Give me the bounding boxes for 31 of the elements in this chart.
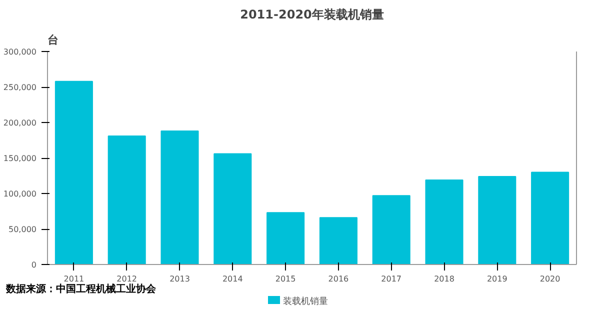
bar	[531, 172, 570, 264]
bar	[108, 135, 146, 264]
bar	[214, 153, 252, 264]
y-tick-label: 100,000	[3, 190, 37, 198]
y-axis-title: 台	[48, 34, 58, 46]
bar	[266, 212, 305, 264]
x-tick-label: 2017	[381, 274, 402, 284]
x-tick-label: 2011	[64, 274, 84, 284]
x-tick-label: 2015	[275, 274, 296, 284]
bar	[372, 195, 410, 264]
y-tick-label: 150,000	[3, 154, 37, 163]
x-tick-label: 2020	[540, 274, 560, 284]
x-tick-label: 2016	[328, 274, 349, 284]
source-note: 数据来源：中国工程机械工业协会	[6, 284, 156, 296]
y-tick-label: 300,000	[3, 48, 37, 56]
legend-label: 装载机销量	[283, 297, 328, 307]
x-tick-label: 2019	[486, 274, 508, 284]
chart-title: 2011-2020年装载机销量	[240, 8, 384, 22]
y-tick-label: 0	[31, 260, 37, 270]
x-tick-label: 2013	[170, 274, 190, 284]
x-tick-label: 2018	[434, 274, 454, 284]
bar	[478, 176, 516, 264]
y-tick-label: 250,000	[3, 83, 37, 92]
x-tick-label: 2012	[116, 274, 138, 284]
bar	[160, 130, 199, 264]
bar	[425, 180, 464, 264]
x-tick-label: 2014	[222, 274, 243, 284]
bar	[319, 217, 358, 264]
y-tick-label: 50,000	[8, 225, 37, 234]
y-tick-label: 200,000	[3, 118, 37, 128]
bar	[54, 80, 93, 264]
